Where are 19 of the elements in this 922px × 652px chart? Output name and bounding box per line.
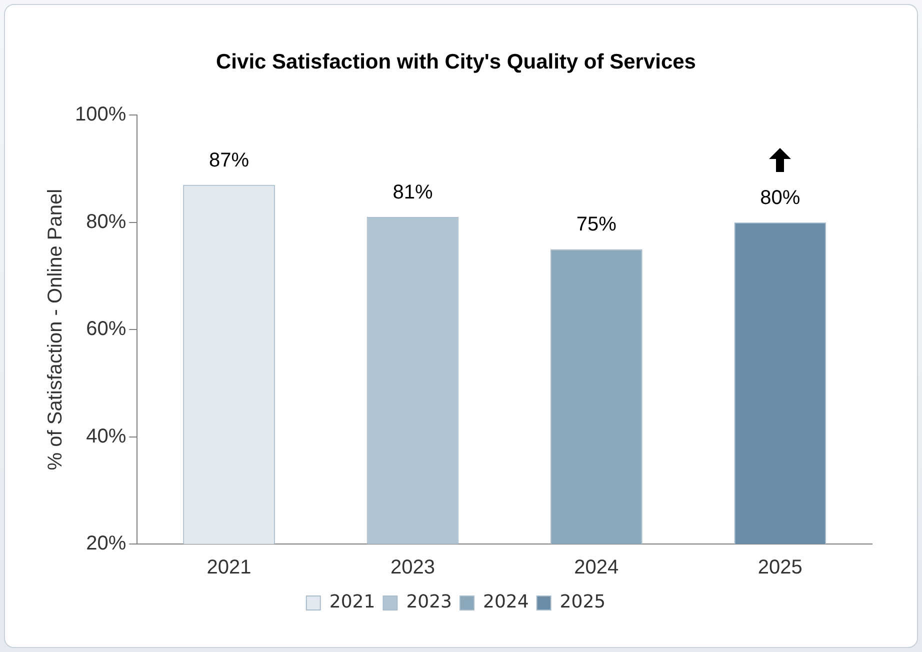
x-tick-label: 2023 — [390, 556, 435, 579]
text: 87% — [208, 149, 250, 172]
y-axis-title: % of Satisfaction - Online Panel — [44, 188, 67, 470]
legend-label: 2021 — [329, 592, 376, 613]
x-tick-label: 2024 — [574, 556, 619, 579]
legend-label: 2023 — [406, 592, 452, 613]
y-tick-label: 40% — [86, 425, 126, 448]
text: 80% — [760, 186, 800, 209]
y-tick-label: 80% — [86, 210, 126, 233]
legend-label: 2025 — [560, 592, 606, 613]
y-tick-label: 100% — [74, 104, 126, 126]
y-tick-label: 60% — [86, 318, 126, 340]
text: 81% — [392, 182, 433, 204]
y-tick-label: 20% — [86, 532, 126, 555]
x-tick-label: 2025 — [758, 556, 802, 579]
legend-label: 2024 — [483, 592, 529, 613]
text: 75% — [576, 214, 616, 236]
chart-title: Civic Satisfaction with City's Quality of Services — [216, 50, 696, 74]
x-tick-label: 2021 — [206, 556, 252, 579]
